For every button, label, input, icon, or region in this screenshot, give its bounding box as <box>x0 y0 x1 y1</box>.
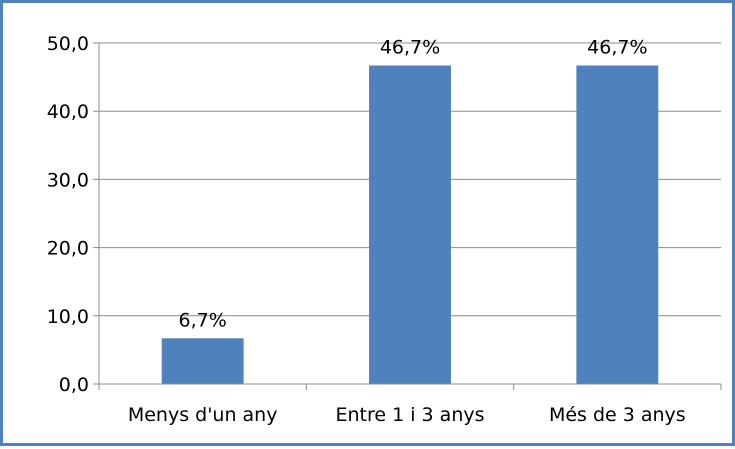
y-tick-label: 20,0 <box>47 238 89 260</box>
x-tick-labels: Menys d'un any Entre 1 i 3 anys Més de 3 a… <box>128 404 686 426</box>
y-tick-label: 40,0 <box>47 101 89 123</box>
data-label: 46,7% <box>587 37 647 59</box>
bar <box>161 338 244 384</box>
x-tick-label: Més de 3 anys <box>549 404 686 426</box>
y-tick-label: 30,0 <box>47 169 89 191</box>
axes <box>93 42 722 390</box>
x-tick-label: Entre 1 i 3 anys <box>335 404 484 426</box>
data-labels: 6,7% 46,7% 46,7% <box>179 37 648 332</box>
x-tick-label: Menys d'un any <box>128 404 278 426</box>
y-tick-labels: 0,0 10,0 20,0 30,0 40,0 50,0 <box>47 33 89 396</box>
y-tick-label: 50,0 <box>47 33 89 55</box>
y-tick-label: 0,0 <box>59 374 89 396</box>
bars <box>161 65 659 385</box>
data-label: 6,7% <box>179 309 227 331</box>
data-label: 46,7% <box>380 37 440 59</box>
y-tick-label: 10,0 <box>47 306 89 328</box>
bar-chart: 0,0 10,0 20,0 30,0 40,0 50,0 Menys d'un any En… <box>47 33 722 426</box>
bar <box>369 65 451 385</box>
bar <box>576 65 659 385</box>
